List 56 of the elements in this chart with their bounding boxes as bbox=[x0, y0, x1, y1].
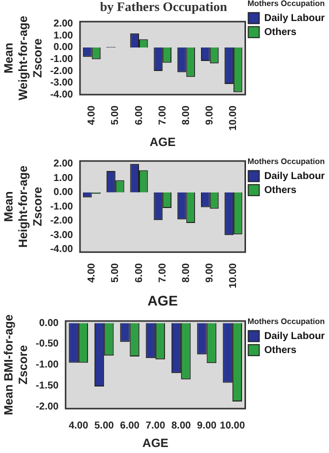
y-tick-label: -1.00 bbox=[36, 360, 60, 371]
x-tick-label: 10.00 bbox=[228, 105, 240, 131]
x-tick-label: 5.00 bbox=[110, 262, 122, 283]
y-axis-title: Mean Height-for-age Zscore bbox=[2, 165, 44, 248]
x-tick-label: 6.00 bbox=[134, 262, 145, 283]
x-tick-label: 4.00 bbox=[86, 105, 98, 126]
legend-label: Others bbox=[264, 26, 297, 38]
y-tick-label: 0.00 bbox=[54, 42, 74, 54]
x-tick-label: 8.00 bbox=[171, 420, 192, 432]
y-axis-title: Mean BMI-for-age Zscore bbox=[2, 314, 30, 416]
x-tick-label: 7.00 bbox=[157, 105, 168, 126]
y-tick-label: -4.00 bbox=[50, 89, 74, 100]
x-tick-label: 4.00 bbox=[86, 262, 98, 283]
x-tick-label: 9.00 bbox=[204, 262, 216, 283]
y-tick-label: -1.00 bbox=[50, 201, 74, 212]
x-tick-label: 8.00 bbox=[180, 105, 192, 126]
x-tick-label: 6.00 bbox=[134, 105, 145, 126]
y-tick-label: -4.00 bbox=[50, 244, 74, 256]
x-tick-label: 6.00 bbox=[120, 420, 140, 432]
y-tick-label: 0.00 bbox=[39, 318, 60, 329]
x-tick-label: 8.00 bbox=[180, 262, 192, 283]
y-tick-label: -0.50 bbox=[36, 338, 60, 350]
x-tick-label: 10.00 bbox=[228, 262, 240, 288]
y-tick-label: -1.00 bbox=[50, 54, 74, 66]
legend-label: Others bbox=[264, 344, 297, 356]
chart-title: by Fathers Occupation bbox=[100, 0, 228, 14]
legend-label: Daily Labour bbox=[264, 170, 325, 182]
y-tick-label: -2.00 bbox=[50, 216, 74, 227]
y-tick-label: -2.00 bbox=[36, 401, 60, 412]
x-tick-label: 4.00 bbox=[68, 420, 89, 432]
y-tick-label: -3.00 bbox=[50, 230, 74, 241]
x-tick-label: 5.00 bbox=[110, 105, 122, 126]
x-axis-title: AGE bbox=[150, 135, 176, 150]
x-tick-label: 7.00 bbox=[157, 262, 168, 283]
legend-title: Mothers Occupation bbox=[247, 157, 325, 166]
x-tick-label: 10.00 bbox=[220, 420, 246, 432]
y-tick-label: 0.00 bbox=[54, 187, 74, 198]
x-tick-label: 7.00 bbox=[146, 420, 166, 432]
y-tick-label: 1.00 bbox=[54, 172, 74, 184]
x-tick-label: 9.00 bbox=[204, 105, 216, 126]
y-tick-label: -2.00 bbox=[50, 66, 74, 77]
legend-label: Others bbox=[264, 184, 297, 196]
x-tick-label: 9.00 bbox=[197, 420, 217, 432]
y-axis-title: Mean Weight-for-age Zscore bbox=[2, 16, 44, 100]
legend-title: Mothers Occupation bbox=[247, 317, 325, 326]
x-axis-title: AGE bbox=[142, 436, 168, 450]
x-axis-title: AGE bbox=[147, 292, 178, 308]
legend-label: Daily Labour bbox=[264, 330, 325, 342]
y-tick-label: 2.00 bbox=[54, 158, 74, 170]
x-tick-label: 5.00 bbox=[94, 420, 114, 432]
legend-title: Mothers Occupation bbox=[247, 0, 325, 8]
y-tick-label: -1.50 bbox=[36, 380, 60, 392]
legend-label: Daily Labour bbox=[264, 12, 325, 24]
y-tick-label: -3.00 bbox=[50, 78, 74, 89]
y-tick-label: 2.00 bbox=[54, 18, 74, 30]
y-tick-label: 1.00 bbox=[54, 30, 74, 42]
